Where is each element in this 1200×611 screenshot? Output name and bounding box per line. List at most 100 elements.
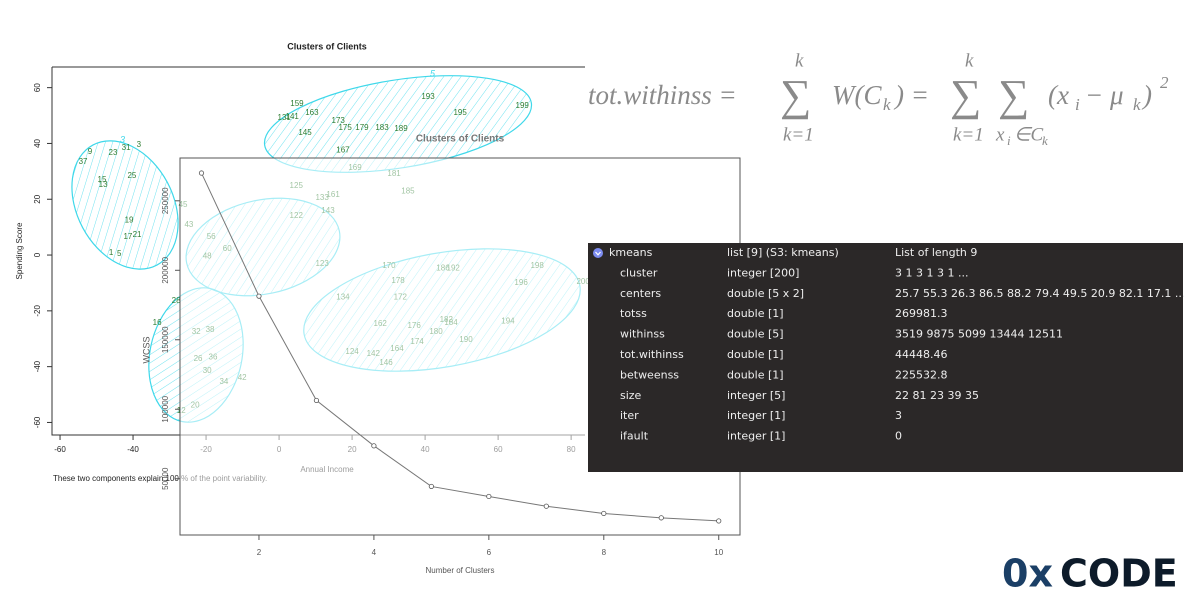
point — [428, 483, 434, 490]
point-label: 175 — [338, 123, 352, 132]
point — [658, 515, 664, 521]
table-cell: betweenss — [620, 368, 679, 381]
point-label: 167 — [336, 145, 350, 154]
point — [716, 518, 722, 524]
y-tick-label: 60 — [33, 83, 42, 92]
point-label: 173 — [332, 116, 346, 125]
point-label: 31 — [122, 143, 131, 152]
y-tick-label: -60 — [33, 416, 42, 428]
y-tick-label: -20 — [33, 305, 42, 317]
formula-part: ) = — [893, 80, 929, 110]
x-tick-label: -40 — [127, 445, 139, 454]
table-cell: double [1] — [727, 368, 784, 381]
formula-part: 2 — [1160, 73, 1169, 92]
table-cell: ifault — [620, 430, 649, 443]
table-cell: double [5 x 2] — [727, 287, 804, 300]
point-label: 13 — [99, 180, 108, 189]
caption: These two components explain 100 % of th… — [53, 474, 267, 483]
chart-title: Clusters of Clients — [287, 41, 367, 51]
table-cell: withinss — [620, 328, 665, 341]
formula-part: ∑ — [780, 71, 811, 120]
point — [486, 493, 492, 500]
table-cell: 44448.46 — [895, 348, 948, 361]
formula-part: ∑ — [998, 71, 1029, 120]
point-label: 183 — [375, 123, 389, 132]
point-label: 163 — [305, 108, 319, 117]
x-tick-label: 6 — [487, 548, 492, 557]
formula-part: k — [883, 95, 891, 114]
point-label: 16 — [153, 318, 162, 327]
x-tick-label: 2 — [257, 548, 262, 557]
formula-part: − μ — [1085, 80, 1124, 110]
table-header-cell: list [9] (S3: kmeans) — [727, 246, 839, 259]
point-label: 21 — [133, 230, 142, 239]
point-label: 37 — [79, 157, 88, 166]
y-tick-label: 50000 — [161, 467, 170, 490]
y-tick-label: 40 — [33, 138, 42, 147]
table-header-cell: List of length 9 — [895, 246, 977, 259]
formula: tot.withinss = ∑ W(C k ) = ∑ ∑ (x i − μ … — [588, 50, 1169, 148]
table-cell: integer [1] — [727, 409, 785, 422]
formula-part: W(C — [832, 80, 882, 110]
table-cell: 22 81 23 39 35 — [895, 389, 979, 402]
y-tick-label: 100000 — [161, 395, 170, 422]
formula-part: i — [1007, 133, 1011, 148]
cluster-ellipse — [71, 140, 179, 270]
point-label: 1 — [109, 248, 114, 257]
chart-title: Clusters of Clients — [416, 134, 505, 145]
y-tick-label: 250000 — [161, 187, 170, 214]
point — [601, 510, 607, 517]
line — [201, 172, 719, 522]
point-label: 195 — [453, 108, 467, 117]
formula-part: x — [995, 124, 1005, 145]
table-cell: 225532.8 — [895, 368, 948, 381]
table-cell: double [1] — [727, 348, 784, 361]
table-header-cell: kmeans — [609, 246, 653, 259]
table-cell: double [5] — [727, 328, 784, 341]
table-cell: double [1] — [727, 307, 784, 320]
table-cell: integer [200] — [727, 266, 799, 279]
table-cell: size — [620, 389, 642, 402]
formula-part: i — [1075, 95, 1080, 114]
expand-icon[interactable] — [593, 248, 603, 258]
table-cell: iter — [620, 409, 639, 422]
formula-part: tot.withinss = — [588, 80, 737, 110]
y-tick-label: 200000 — [161, 256, 170, 283]
point-label: 17 — [123, 232, 132, 241]
table-cell: 269981.3 — [895, 307, 948, 320]
table-cell: 25.7 55.3 26.3 86.5 88.2 79.4 49.5 20.9 … — [895, 287, 1185, 300]
point — [256, 293, 262, 299]
formula-part: k — [1133, 95, 1141, 114]
point-label: 141 — [286, 112, 300, 121]
point — [198, 170, 205, 176]
formula-part: ∈C — [1014, 124, 1044, 145]
point-label: 145 — [298, 128, 312, 137]
formula-part: k — [965, 50, 974, 71]
y-tick-label: -40 — [33, 360, 42, 372]
table-cell: cluster — [620, 266, 658, 279]
table-cell: 3519 9875 5099 13444 12511 — [895, 328, 1063, 341]
y-axis-label: WCSS — [141, 337, 151, 364]
point-label: 199 — [516, 101, 530, 110]
formula-part: k — [1042, 133, 1048, 148]
y-tick-label: 0 — [33, 252, 42, 257]
table-background — [588, 243, 1183, 472]
y-axis-label: Spending Score — [15, 222, 24, 279]
point-label: 23 — [109, 148, 118, 157]
table-cell: integer [5] — [727, 389, 785, 402]
x-tick-label: 4 — [372, 548, 377, 557]
y-tick-label: 20 — [33, 194, 42, 203]
point-label: 19 — [125, 215, 134, 224]
point — [371, 443, 377, 449]
logo: 0x CODE — [1002, 552, 1178, 596]
point — [543, 503, 549, 509]
x-tick-label: -60 — [54, 445, 66, 454]
point-label: 28 — [172, 296, 181, 305]
table-cell: 3 1 3 1 3 1 ... — [895, 266, 968, 279]
point-label: 159 — [290, 99, 304, 108]
x-axis-label: Number of Clusters — [426, 566, 495, 575]
point-label: 15 — [98, 175, 107, 184]
point-label: 193 — [421, 92, 435, 101]
table-cell: 3 — [895, 409, 902, 422]
